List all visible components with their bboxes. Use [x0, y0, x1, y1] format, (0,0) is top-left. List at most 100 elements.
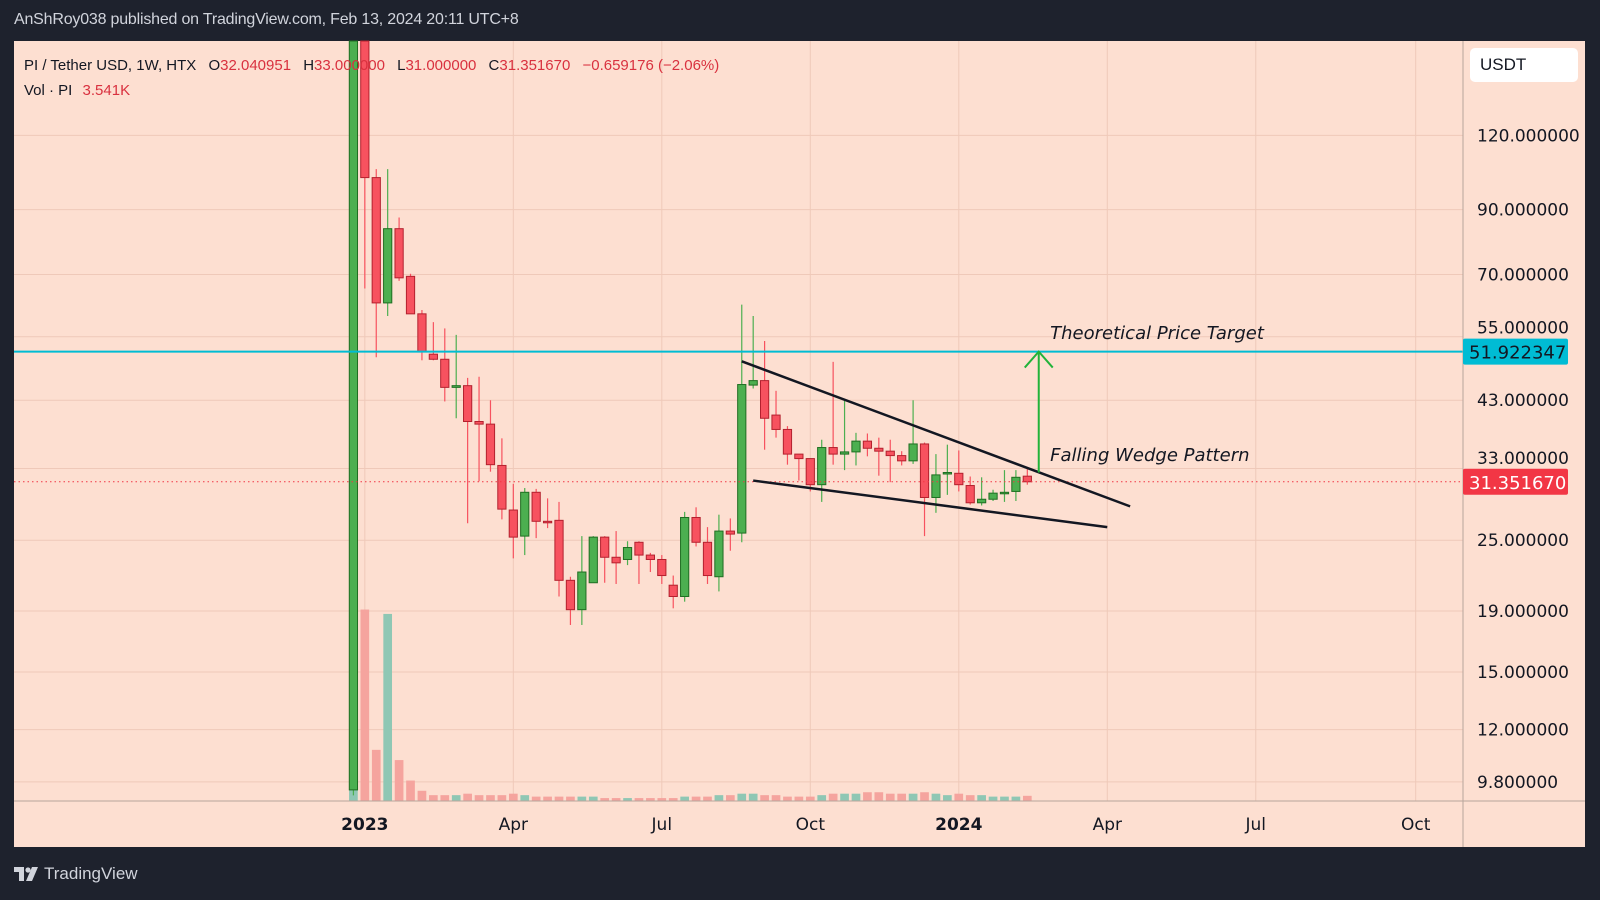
tradingview-logo[interactable]: TradingView — [14, 864, 138, 884]
volume-bar — [840, 793, 849, 801]
candle-body — [748, 380, 758, 386]
candle — [497, 438, 507, 520]
volume-bar — [657, 798, 667, 801]
candle — [371, 169, 381, 358]
candle-body — [725, 530, 735, 535]
time-tick-label: Jul — [1245, 815, 1267, 835]
candle — [474, 376, 484, 482]
volume-value: 3.541K — [82, 82, 131, 99]
candle-body — [508, 509, 518, 538]
candle-body — [931, 474, 941, 498]
candle — [828, 361, 838, 465]
volume-bar — [885, 793, 895, 801]
candle-body — [611, 556, 621, 564]
candle — [942, 444, 952, 495]
volume-bar — [634, 798, 644, 801]
candle — [759, 340, 770, 450]
price-tick-label: 25.000000 — [1477, 531, 1569, 551]
candle — [451, 334, 461, 419]
volume-bar — [817, 795, 827, 801]
candle — [622, 541, 633, 566]
candle — [919, 442, 930, 537]
candle-body — [474, 421, 484, 425]
volume-bar — [920, 792, 929, 801]
low-label: L — [397, 57, 406, 74]
volume-bar — [714, 795, 724, 801]
volume-bar — [394, 760, 404, 801]
price-tick-label: 12.000000 — [1477, 721, 1569, 741]
candle — [1011, 470, 1021, 502]
candle — [531, 488, 541, 539]
high-label: H — [303, 57, 315, 74]
candle-body — [977, 498, 987, 504]
candle-body — [897, 455, 907, 462]
candle-body — [714, 530, 724, 578]
candle — [737, 304, 747, 543]
close-label: C — [488, 57, 500, 74]
candle-body — [954, 472, 964, 486]
volume-bar — [805, 796, 815, 801]
volume-bar — [863, 792, 872, 801]
candle-body — [702, 541, 713, 577]
last-price-badge — [1463, 468, 1568, 495]
candle — [520, 488, 530, 556]
price-tick-label: 55.000000 — [1477, 319, 1569, 339]
candle — [805, 458, 815, 492]
candle — [405, 273, 416, 315]
volume-bar — [748, 793, 758, 801]
volume-bar — [965, 795, 975, 801]
candle-body — [565, 579, 576, 611]
candle-body — [737, 384, 747, 534]
target-price-label: 51.922347 — [1469, 343, 1566, 364]
candle-body — [999, 491, 1010, 495]
trendline-upper — [741, 360, 1131, 508]
candle — [565, 576, 576, 625]
candle-body — [759, 380, 770, 419]
candle-body — [794, 453, 804, 460]
candle-body — [497, 464, 507, 510]
candle — [725, 518, 735, 551]
volume-bars — [349, 609, 1032, 801]
volume-bar — [371, 749, 381, 801]
candle — [771, 390, 781, 438]
candle-body — [885, 450, 895, 457]
volume-bar — [623, 798, 632, 801]
candle — [714, 514, 724, 592]
candle — [645, 552, 655, 573]
time-tick-label: Apr — [1093, 815, 1122, 835]
candle — [680, 511, 690, 602]
candle — [874, 437, 884, 476]
chart-panel[interactable] — [14, 41, 1585, 847]
price-tick-label: 19.000000 — [1477, 602, 1569, 622]
candle-body — [348, 40, 359, 791]
candle-body — [988, 492, 998, 500]
currency-button[interactable]: USDT — [1470, 48, 1578, 82]
symbol-name[interactable]: PI / Tether USD, 1W, HTX — [24, 57, 197, 74]
trendline-lower — [753, 479, 1108, 529]
candle-body — [417, 313, 427, 353]
candle — [794, 453, 804, 481]
candle-body — [680, 516, 690, 597]
price-tick-label: 15.000000 — [1477, 663, 1569, 683]
candle-body — [463, 385, 473, 423]
volume-bar — [977, 795, 986, 801]
candle — [851, 432, 861, 466]
tradingview-icon — [14, 867, 38, 881]
volume-bar — [954, 793, 964, 801]
volume-bar — [383, 613, 393, 801]
candle-body — [520, 491, 530, 537]
candle-body — [805, 458, 815, 486]
candle-body — [862, 440, 873, 449]
time-tick-label: Apr — [499, 815, 528, 835]
candle-body — [919, 443, 930, 498]
candle-body — [394, 228, 404, 279]
volume-bar — [486, 795, 495, 801]
candle-body — [657, 558, 667, 577]
candle — [542, 498, 553, 529]
target-price-badge — [1463, 338, 1568, 365]
candle-body — [908, 443, 918, 462]
volume-label: Vol · PI — [24, 82, 73, 99]
volume-bar — [680, 796, 689, 801]
volume-bar — [406, 780, 415, 801]
